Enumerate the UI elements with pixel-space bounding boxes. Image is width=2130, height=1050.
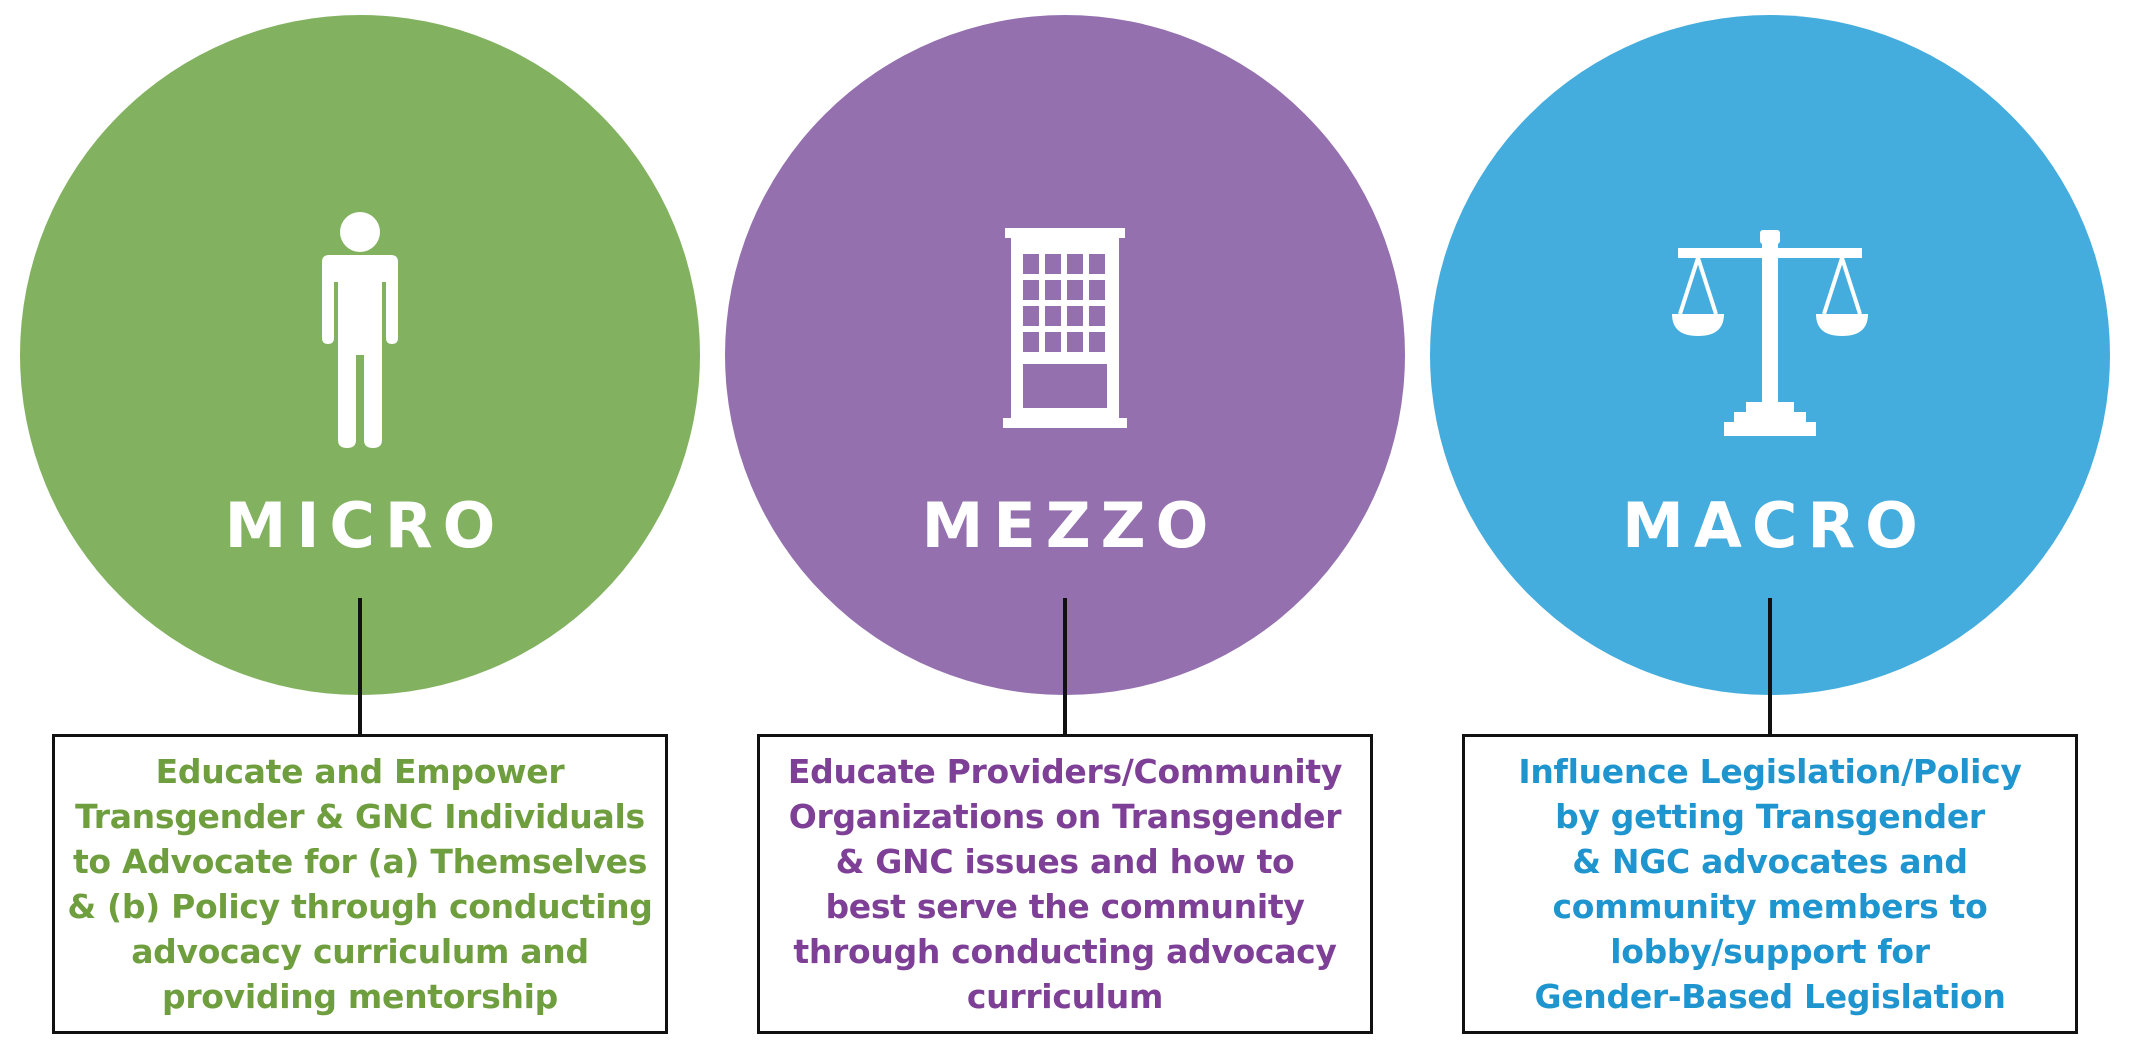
mezzo-description-box: Educate Providers/Community Organization…	[757, 734, 1373, 1034]
macro-description-box: Influence Legislation/Policy by getting …	[1462, 734, 2078, 1034]
mezzo-connector-line	[1063, 598, 1067, 734]
person-icon	[260, 210, 460, 450]
micro-label: MICRO	[224, 489, 506, 562]
macro-column: MACRO Influence Legislation/Policy by ge…	[1420, 0, 2120, 1050]
mezzo-column: MEZZO Educate Providers/Community Organi…	[715, 0, 1415, 1050]
micro-description-box: Educate and Empower Transgender & GNC In…	[52, 734, 668, 1034]
scales-of-justice-icon	[1660, 210, 1880, 450]
micro-circle: MICRO	[20, 15, 700, 695]
mezzo-label: MEZZO	[921, 489, 1219, 562]
macro-circle: MACRO	[1430, 15, 2110, 695]
micro-connector-line	[358, 598, 362, 734]
macro-description: Influence Legislation/Policy by getting …	[1518, 752, 2022, 1016]
macro-label: MACRO	[1622, 489, 1928, 562]
building-icon	[965, 210, 1165, 450]
macro-connector-line	[1768, 598, 1772, 734]
mezzo-description: Educate Providers/Community Organization…	[787, 752, 1343, 1016]
mezzo-circle: MEZZO	[725, 15, 1405, 695]
micro-description: Educate and Empower Transgender & GNC In…	[67, 752, 653, 1016]
micro-column: MICRO Educate and Empower Transgender & …	[10, 0, 710, 1050]
